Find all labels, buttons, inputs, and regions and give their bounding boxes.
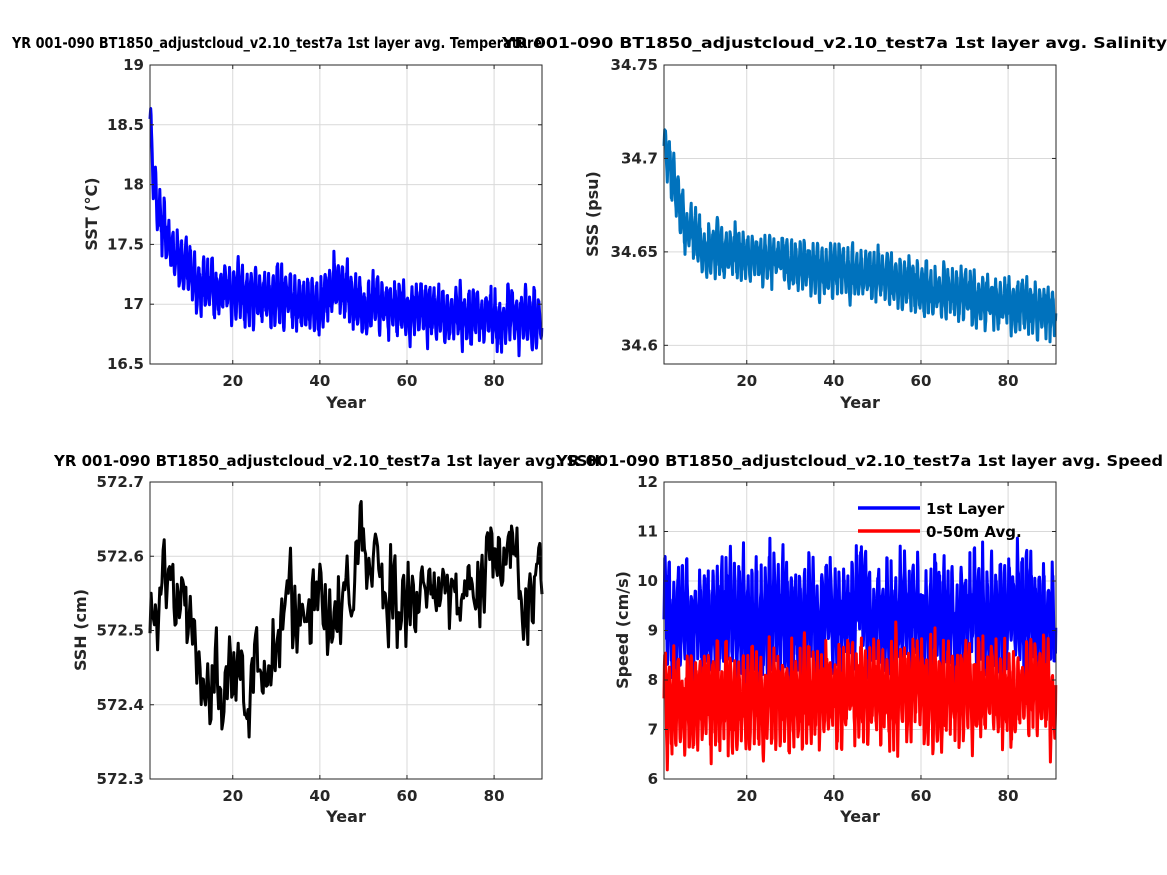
x-tick-label: 60 <box>397 787 418 805</box>
x-tick-label: 40 <box>823 372 844 390</box>
panel-title: YR 001-090 BT1850_adjustcloud_v2.10_test… <box>501 34 1167 52</box>
series-line-1st-layer <box>662 536 1058 699</box>
y-tick-label: 572.4 <box>97 696 144 714</box>
y-ticks: 6 7 8 9 10 11 12 <box>637 473 1056 788</box>
y-tick-label: 12 <box>637 473 658 491</box>
series-line-line-0-0 <box>148 107 544 358</box>
y-tick-label: 34.7 <box>621 149 658 167</box>
y-tick-label: 17 <box>123 295 144 313</box>
x-tick-label: 60 <box>911 787 932 805</box>
y-tick-label: 11 <box>637 523 658 541</box>
legend-label-0-50m: 0-50m Avg. <box>926 523 1022 541</box>
y-tick-label: 18.5 <box>107 116 144 134</box>
y-tick-label: 10 <box>637 572 658 590</box>
x-ticks: 20 40 60 80 <box>736 482 1019 805</box>
axes-frame <box>149 481 543 780</box>
legend: 1st Layer 0-50m Avg. <box>858 500 1022 541</box>
y-axis-label: SST (°C) <box>82 177 101 250</box>
y-axis-label: Speed (cm/s) <box>613 571 632 689</box>
x-ticks: 20 40 60 80 <box>736 65 1019 390</box>
x-tick-label: 80 <box>998 787 1019 805</box>
panel-title: YR 001-090 BT1850_adjustcloud_v2.10_test… <box>11 34 542 52</box>
x-ticks: 20 40 60 80 <box>222 482 505 805</box>
y-tick-label: 34.75 <box>611 56 658 74</box>
y-tick-label: 9 <box>648 622 658 640</box>
x-tick-label: 80 <box>484 787 505 805</box>
series <box>148 107 544 358</box>
x-tick-label: 80 <box>998 372 1019 390</box>
panel-title: YR 001-090 BT1850_adjustcloud_v2.10_test… <box>555 452 1163 470</box>
y-tick-label: 572.6 <box>97 547 144 565</box>
y-tick-label: 572.5 <box>97 622 144 640</box>
x-tick-label: 40 <box>309 787 330 805</box>
y-axis-label: SSH (cm) <box>71 589 90 671</box>
x-tick-label: 60 <box>397 372 418 390</box>
x-tick-label: 60 <box>911 372 932 390</box>
x-tick-label: 20 <box>222 372 243 390</box>
series-line-line-2-0 <box>148 500 544 739</box>
series <box>148 500 544 739</box>
y-ticks: 34.6 34.65 34.7 34.75 <box>611 56 1056 354</box>
axes-frame <box>149 64 543 365</box>
x-axis-label: Year <box>839 393 880 412</box>
series-line-0-50m-avg- <box>662 620 1058 772</box>
x-tick-label: 80 <box>484 372 505 390</box>
y-tick-label: 572.3 <box>97 770 144 788</box>
x-axis-label: Year <box>839 807 880 826</box>
y-tick-label: 34.6 <box>621 336 658 354</box>
x-tick-label: 40 <box>823 787 844 805</box>
y-tick-label: 7 <box>648 721 658 739</box>
y-tick-label: 17.5 <box>107 235 144 253</box>
y-tick-label: 572.7 <box>97 473 144 491</box>
y-tick-label: 19 <box>123 56 144 74</box>
panel-sst: YR 001-090 BT1850_adjustcloud_v2.10_test… <box>11 34 544 412</box>
y-axis-label: SSS (psu) <box>583 171 602 257</box>
panel-ssh: YR 001-090 BT1850_adjustcloud_v2.10_test… <box>53 452 600 826</box>
y-tick-label: 34.65 <box>611 243 658 261</box>
series <box>662 536 1058 772</box>
panel-speed: YR 001-090 BT1850_adjustcloud_v2.10_test… <box>555 452 1163 826</box>
x-axis-label: Year <box>325 393 366 412</box>
panel-sss: YR 001-090 BT1850_adjustcloud_v2.10_test… <box>501 34 1167 412</box>
panel-title: YR 001-090 BT1850_adjustcloud_v2.10_test… <box>53 452 600 470</box>
axes-frame <box>663 64 1057 365</box>
y-tick-label: 16.5 <box>107 355 144 373</box>
legend-label-1st-layer: 1st Layer <box>926 500 1005 518</box>
y-ticks: 16.5 17 17.5 18 18.5 19 <box>107 56 542 373</box>
y-tick-label: 18 <box>123 176 144 194</box>
x-tick-label: 20 <box>736 372 757 390</box>
y-tick-label: 6 <box>648 770 658 788</box>
x-axis-label: Year <box>325 807 366 826</box>
x-tick-label: 20 <box>222 787 243 805</box>
y-ticks: 572.3 572.4 572.5 572.6 572.7 <box>97 473 542 788</box>
series <box>662 128 1058 344</box>
x-ticks: 20 40 60 80 <box>222 65 505 390</box>
x-tick-label: 20 <box>736 787 757 805</box>
x-tick-label: 40 <box>309 372 330 390</box>
axes-frame <box>663 481 1057 780</box>
y-tick-label: 8 <box>648 671 658 689</box>
series-line-line-1-0 <box>662 128 1058 344</box>
